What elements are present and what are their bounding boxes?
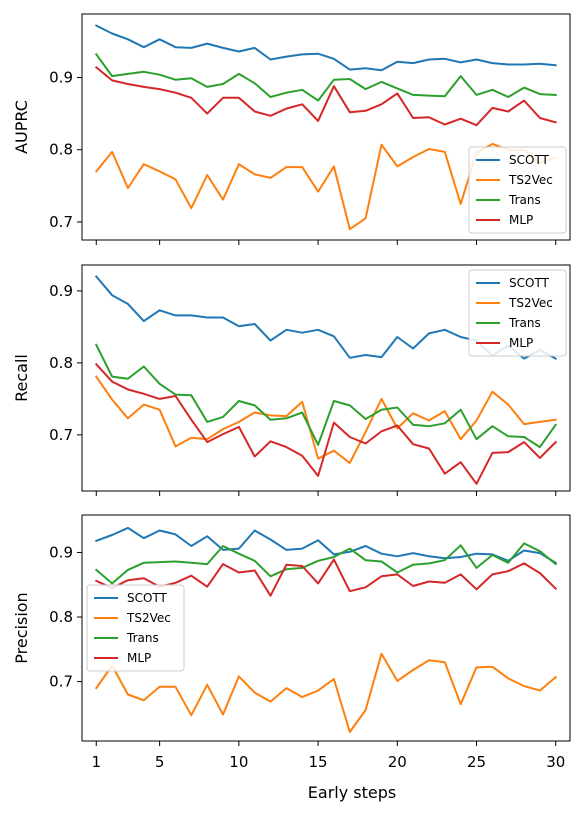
series-line-scott	[94, 24, 557, 72]
legend-label-mlp: MLP	[509, 213, 533, 227]
legend-frame	[468, 269, 567, 357]
legend-label-scott: SCOTT	[509, 276, 550, 290]
y-tick-label: 0.7	[49, 673, 73, 691]
y-tick-label: 0.8	[49, 141, 73, 159]
legend-label-trans: Trans	[508, 193, 541, 207]
series-line-mlp	[94, 362, 558, 485]
x-tick-label: 1	[91, 753, 101, 771]
series-line-ts2vec	[94, 375, 557, 464]
x-axis-label: Early steps	[308, 783, 396, 802]
legend-label-ts2vec: TS2Vec	[508, 173, 553, 187]
series-line-ts2vec	[94, 652, 558, 733]
panel-auprc: 0.7 0.8 0.9 AUPRC SCOTT TS2Vec Trans MLP	[12, 13, 571, 245]
y-axis-label: AUPRC	[12, 100, 31, 154]
series-line-trans	[94, 343, 558, 449]
x-tick-label: 30	[546, 753, 565, 771]
plot-frame	[81, 264, 571, 492]
x-tick-label: 10	[229, 753, 248, 771]
y-tick-label: 0.7	[49, 213, 73, 231]
series-lines	[94, 526, 558, 733]
plot-frame	[81, 13, 571, 241]
legend-label-ts2vec: TS2Vec	[126, 611, 171, 625]
series-line-trans	[94, 53, 557, 102]
panel-recall: 0.7 0.8 0.9 Recall SCOTT TS2Vec Trans MLP	[12, 264, 571, 496]
legend-frame	[86, 584, 185, 672]
y-tick-label: 0.7	[49, 426, 73, 444]
legend-label-ts2vec: TS2Vec	[508, 296, 553, 310]
x-tick-label: 20	[388, 753, 407, 771]
legend: SCOTT TS2Vec Trans MLP	[86, 584, 185, 672]
plot-frame	[81, 514, 571, 742]
y-axis-label: Precision	[12, 592, 31, 663]
legend: SCOTT TS2Vec Trans MLP	[468, 146, 567, 234]
legend-label-trans: Trans	[126, 631, 159, 645]
y-tick-label: 0.9	[49, 543, 73, 561]
y-tick-label: 0.8	[49, 354, 73, 372]
legend-label-mlp: MLP	[509, 336, 533, 350]
legend-label-mlp: MLP	[127, 651, 151, 665]
legend-frame	[468, 146, 567, 234]
legend-label-scott: SCOTT	[509, 153, 550, 167]
y-axis-label: Recall	[12, 354, 31, 402]
series-line-trans	[94, 542, 558, 585]
legend-label-scott: SCOTT	[127, 591, 168, 605]
series-line-mlp	[94, 558, 558, 597]
y-tick-label: 0.9	[49, 282, 73, 300]
x-tick-label: 25	[467, 753, 486, 771]
series-line-mlp	[94, 65, 557, 127]
x-tick-label: 15	[309, 753, 328, 771]
y-tick-label: 0.9	[49, 69, 73, 87]
y-tick-label: 0.8	[49, 608, 73, 626]
x-tick-label: 5	[155, 753, 165, 771]
panels: 0.70.80.9AUPRCSCOTTTS2VecTransMLP0.70.80…	[12, 13, 571, 771]
legend-label-trans: Trans	[508, 316, 541, 330]
series-line-scott	[95, 526, 558, 565]
legend: SCOTT TS2Vec Trans MLP	[468, 269, 567, 357]
